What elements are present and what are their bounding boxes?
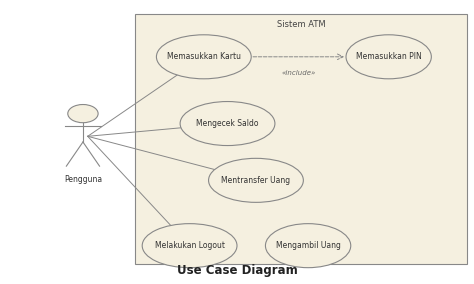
Ellipse shape	[346, 35, 431, 79]
Ellipse shape	[142, 224, 237, 268]
Text: Memasukkan Kartu: Memasukkan Kartu	[167, 52, 241, 61]
Text: «include»: «include»	[282, 70, 316, 76]
Text: Use Case Diagram: Use Case Diagram	[177, 264, 297, 277]
Ellipse shape	[156, 35, 251, 79]
Circle shape	[68, 105, 98, 123]
Ellipse shape	[265, 224, 351, 268]
Text: Pengguna: Pengguna	[64, 175, 102, 184]
Text: Mentransfer Uang: Mentransfer Uang	[221, 176, 291, 185]
Ellipse shape	[180, 102, 275, 145]
Text: Melakukan Logout: Melakukan Logout	[155, 241, 225, 250]
Text: Memasukkan PIN: Memasukkan PIN	[356, 52, 421, 61]
Text: Mengambil Uang: Mengambil Uang	[276, 241, 340, 250]
FancyBboxPatch shape	[135, 14, 467, 264]
Text: Sistem ATM: Sistem ATM	[277, 20, 325, 29]
Ellipse shape	[209, 158, 303, 202]
Text: Mengecek Saldo: Mengecek Saldo	[196, 119, 259, 128]
